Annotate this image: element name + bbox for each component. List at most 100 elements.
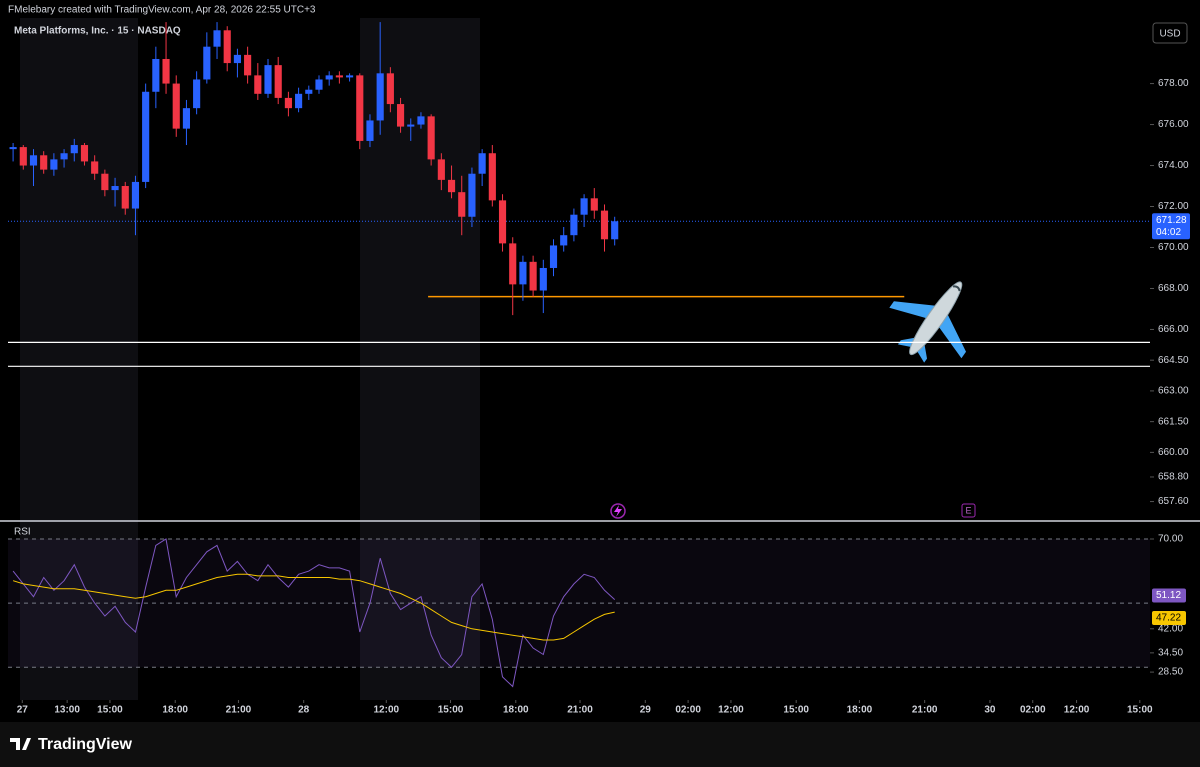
candle-body <box>80 145 89 162</box>
y-tick-label: 672.00 <box>1158 201 1189 212</box>
rsi-value-label: 51.12 <box>1156 590 1181 601</box>
x-tick-label: 21:00 <box>226 705 252 716</box>
last-price-label: 671.28 <box>1156 215 1187 226</box>
y-tick-label: 666.00 <box>1158 324 1189 335</box>
candle-body <box>519 261 527 285</box>
currency-label: USD <box>1159 29 1180 40</box>
x-tick-label: 27 <box>17 705 29 716</box>
candle-body <box>274 65 282 98</box>
x-tick-label: 02:00 <box>1020 705 1046 716</box>
y-tick-label: 674.00 <box>1158 160 1189 171</box>
earnings-label: E <box>965 505 971 515</box>
candle-body <box>447 179 456 193</box>
airplane-icon <box>889 281 967 363</box>
candle-body <box>468 173 476 217</box>
event-circle <box>610 503 626 519</box>
candle-body <box>203 46 211 80</box>
candle-body <box>549 245 558 268</box>
y-tick-label: 658.80 <box>1158 472 1189 483</box>
footer-bar <box>0 722 1200 767</box>
candle-body <box>386 73 394 105</box>
candle-body <box>600 210 609 240</box>
candle-body <box>233 54 241 64</box>
candle-body <box>478 153 486 174</box>
candle-body <box>488 153 496 201</box>
candle-body <box>40 155 48 170</box>
x-tick-label: 28 <box>298 705 310 716</box>
earnings-icon[interactable] <box>961 503 976 518</box>
x-tick-label: 15:00 <box>438 705 464 716</box>
candle-body <box>590 198 598 211</box>
candle-body <box>427 116 435 160</box>
airplane-window <box>952 285 961 292</box>
chart-title: Meta Platforms, Inc. · 15 · NASDAQ <box>14 26 181 37</box>
candle-body <box>193 79 201 109</box>
candle-body <box>9 147 17 150</box>
candle-body <box>396 104 405 127</box>
candle-body <box>213 30 221 47</box>
countdown-label: 04:02 <box>1156 227 1181 238</box>
candle-body <box>244 54 252 76</box>
candle-body <box>437 159 445 180</box>
candle-body <box>152 58 160 92</box>
candle-body <box>284 97 292 109</box>
candle-body <box>560 235 568 246</box>
candle-body <box>325 75 333 80</box>
candle-body <box>60 153 68 160</box>
candle-body <box>539 267 547 291</box>
x-tick-label: 18:00 <box>847 705 873 716</box>
y-tick-label: 657.60 <box>1158 496 1189 507</box>
rsi-value-label: 47.22 <box>1156 613 1181 624</box>
candle-body <box>50 159 58 170</box>
candle-body <box>101 173 109 191</box>
y-tick-label: 42.00 <box>1158 623 1183 634</box>
airplane-body <box>909 281 963 356</box>
x-tick-label: 15:00 <box>97 705 123 716</box>
candle-body <box>254 75 262 94</box>
y-tick-label: 28.50 <box>1158 667 1183 678</box>
currency-button[interactable] <box>1152 22 1188 44</box>
x-tick-label: 18:00 <box>503 705 529 716</box>
y-tick-label: 663.00 <box>1158 386 1189 397</box>
x-tick-label: 18:00 <box>162 705 188 716</box>
candle-body <box>305 89 313 94</box>
x-tick-label: 12:00 <box>373 705 399 716</box>
header-text: FMelebary created with TradingView.com, … <box>8 5 316 16</box>
candle-body <box>111 186 119 191</box>
candle-body <box>142 91 150 182</box>
x-tick-label: 12:00 <box>718 705 744 716</box>
event-bolt <box>614 505 622 517</box>
y-tick-label: 70.00 <box>1158 534 1183 545</box>
x-tick-label: 02:00 <box>675 705 701 716</box>
last-price-tag <box>1152 213 1190 240</box>
x-tick-label: 21:00 <box>912 705 938 716</box>
candle-body <box>498 200 507 244</box>
candle-body <box>29 155 38 166</box>
candle-body <box>529 261 537 291</box>
event-icon[interactable] <box>610 503 626 519</box>
candle-body <box>182 108 191 129</box>
candle-body <box>570 214 578 236</box>
rsi-line <box>12 538 616 688</box>
candle-body <box>121 186 129 209</box>
candle-body <box>295 93 303 109</box>
candle-body <box>131 181 140 209</box>
rsi-value-tag <box>1152 588 1186 603</box>
candle-body <box>91 161 99 174</box>
brand-name: TradingView <box>38 736 133 753</box>
x-tick-label: 15:00 <box>1127 705 1153 716</box>
y-tick-label: 676.00 <box>1158 119 1189 130</box>
candle-body <box>335 75 343 78</box>
candle-body <box>366 120 374 141</box>
candle-body <box>315 79 323 90</box>
candle-body <box>417 116 425 125</box>
candle-body <box>407 124 415 127</box>
x-tick-label: 30 <box>984 705 996 716</box>
candle-body <box>70 145 78 154</box>
candle-body <box>264 65 272 94</box>
x-tick-label: 15:00 <box>783 705 809 716</box>
candle-body <box>346 75 354 78</box>
